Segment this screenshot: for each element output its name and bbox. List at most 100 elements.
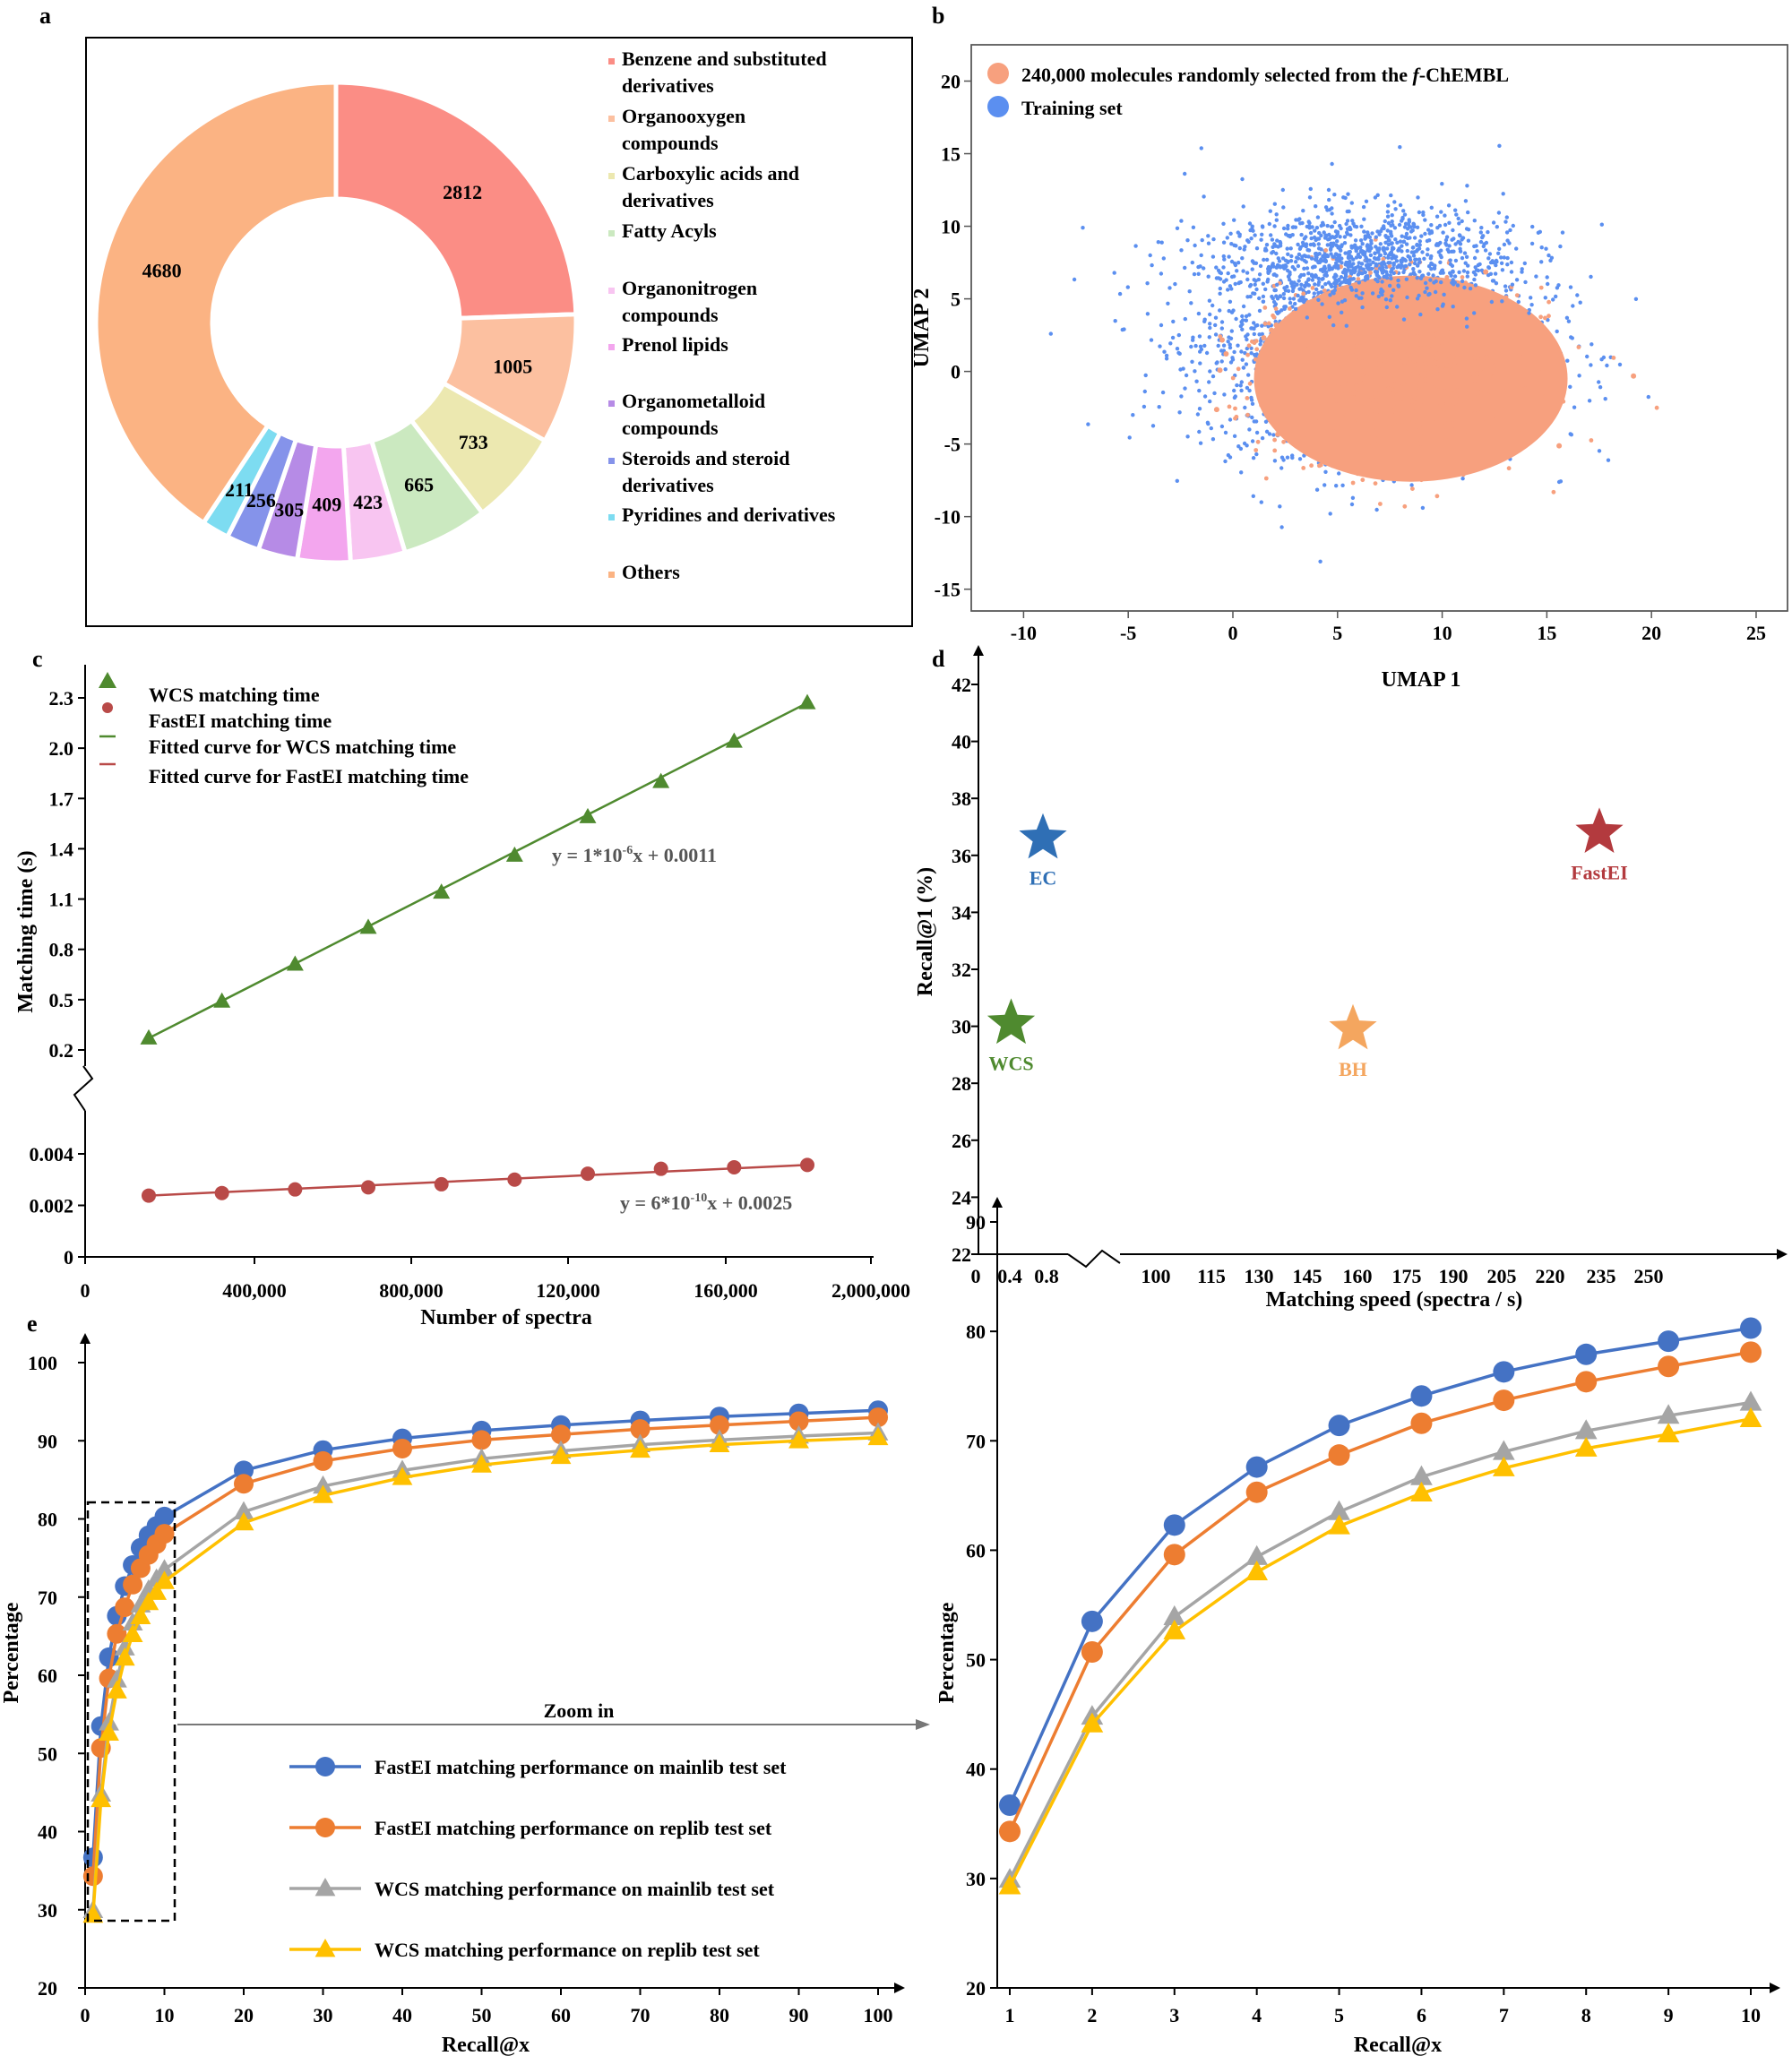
legend-label-organooxygen-compounds: Organooxygen [622, 105, 745, 127]
umap-point-training [1218, 291, 1222, 296]
umap-point-training [1504, 215, 1510, 219]
umap-point-training [1252, 321, 1256, 325]
umap-point-training [1250, 439, 1255, 443]
umap-point-training [1274, 218, 1279, 222]
legend-swatch-steroids-and-steroid-derivatives [608, 458, 615, 464]
umap-point-training [1417, 239, 1423, 244]
umap-point-training [1214, 361, 1219, 366]
umap-point-training [1288, 297, 1292, 301]
umap-point-training [1241, 304, 1246, 309]
umap-point-chembl [1514, 293, 1520, 297]
umap-point-chembl [1272, 448, 1278, 453]
umap-point-training [1171, 319, 1176, 324]
umap-point-training [1117, 291, 1123, 297]
umap-point-training [1236, 261, 1241, 265]
umap-point-training [1420, 505, 1426, 511]
umap-point-training [1208, 312, 1212, 317]
umap-point-training [1503, 288, 1509, 293]
umap-point-training [1465, 270, 1470, 275]
umap-point-training [1571, 304, 1575, 308]
umap-point-chembl [1483, 269, 1489, 275]
umap-point-training [1225, 236, 1230, 240]
umap-point-training [1228, 342, 1232, 347]
umap-point-chembl [1263, 476, 1269, 481]
umap-point-chembl [1402, 503, 1408, 509]
umap-point-training [1189, 301, 1193, 305]
umap-point-training [1486, 265, 1492, 271]
umap-point-training [1268, 209, 1273, 213]
umap-point-training [1374, 507, 1379, 512]
umap-point-training [1337, 278, 1341, 282]
umap-point-chembl [1236, 366, 1241, 372]
umap-point-training [1545, 275, 1549, 280]
umap-point-training [1207, 380, 1211, 384]
umap-point-training [1202, 394, 1208, 399]
umap-point-chembl [1327, 411, 1333, 417]
umap-point-training [1193, 369, 1197, 374]
umap-point-chembl [1449, 324, 1455, 331]
umap-point-chembl [1546, 299, 1551, 305]
umap-point-training [1191, 335, 1195, 340]
umap-point-training [1251, 494, 1256, 498]
umap-point-training [1316, 280, 1322, 285]
umap-point-training [1463, 261, 1468, 265]
umap-point-training [1197, 407, 1202, 411]
umap-point-training [1273, 288, 1279, 293]
umap-point-training [1150, 424, 1156, 428]
umap-point-training [1334, 273, 1339, 279]
umap-point-training [1323, 281, 1328, 287]
umap-point-training [1192, 271, 1197, 277]
umap-point-training [1197, 388, 1202, 393]
umap-point-training [1509, 270, 1514, 274]
umap-point-training [1221, 343, 1227, 348]
umap-point-chembl [1434, 494, 1440, 499]
umap-point-training [1244, 314, 1249, 319]
umap-point-training [1460, 477, 1465, 481]
umap-point-chembl [1477, 376, 1483, 383]
umap-point-training [1426, 228, 1431, 232]
umap-point-training [1460, 255, 1465, 261]
umap-point-chembl [1654, 405, 1659, 410]
umap-point-training [1233, 281, 1237, 287]
umap-point-training [1297, 279, 1301, 283]
umap-point-training [1205, 420, 1210, 425]
umap-point-training [1271, 433, 1276, 437]
umap-point-training [1309, 236, 1314, 241]
umap-point-chembl [1323, 248, 1329, 253]
umap-point-training [1546, 281, 1550, 287]
umap-point-training [1285, 455, 1290, 460]
umap-point-training [1322, 483, 1327, 487]
umap-point-training [1286, 252, 1290, 256]
umap-point-training [1523, 280, 1528, 285]
umap-point-training [1279, 466, 1284, 470]
umap-point-training [1605, 363, 1609, 368]
umap-point-chembl [1368, 271, 1373, 275]
umap-point-training [1196, 271, 1201, 276]
umap-point-training [1402, 225, 1408, 229]
umap-point-training [1175, 478, 1180, 483]
umap-point-chembl [1233, 416, 1237, 421]
umap-point-training [1221, 254, 1227, 259]
umap-point-training [1368, 253, 1374, 258]
umap-point-training [1159, 323, 1164, 328]
umap-point-training [1334, 484, 1339, 488]
umap-point-training [1330, 161, 1334, 167]
umap-point-chembl [1262, 321, 1268, 326]
umap-point-training [1340, 483, 1345, 487]
umap-point-training [1310, 278, 1315, 282]
umap-point-training [1438, 260, 1443, 264]
umap-point-training [1493, 271, 1498, 276]
legend-swatch-organonitrogen-compounds [608, 288, 615, 294]
umap-point-training [1247, 388, 1252, 393]
umap-point-chembl [1506, 466, 1512, 471]
umap-point-training [1279, 525, 1284, 529]
umap-point-chembl [1434, 419, 1440, 426]
umap-point-chembl [1359, 349, 1366, 356]
umap-point-training [1112, 271, 1116, 275]
umap-point-training [1232, 434, 1237, 438]
umap-point-training [1314, 204, 1318, 209]
umap-point-training [1423, 218, 1427, 222]
umap-point-training [1240, 327, 1245, 331]
umap-point-training [1202, 343, 1207, 348]
